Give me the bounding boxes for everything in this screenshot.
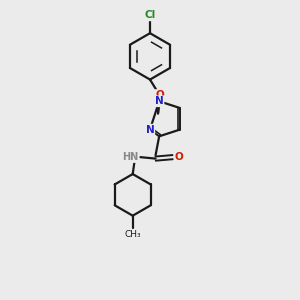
Text: O: O: [174, 152, 183, 162]
Text: CH₃: CH₃: [124, 230, 141, 238]
Text: N: N: [155, 96, 164, 106]
Text: O: O: [155, 90, 164, 100]
Text: N: N: [146, 124, 154, 135]
Text: HN: HN: [122, 152, 139, 162]
Text: Cl: Cl: [144, 11, 156, 20]
